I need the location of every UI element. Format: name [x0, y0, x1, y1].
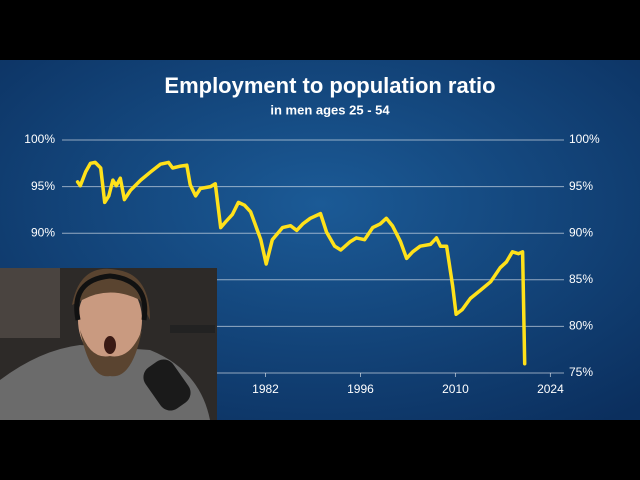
y2-tick-label: 85% — [569, 272, 593, 286]
webcam-microphone — [143, 359, 191, 411]
webcam-headphones — [74, 273, 148, 321]
webcam-wall — [0, 268, 60, 338]
y2-tick-label: 80% — [569, 319, 593, 333]
x-tick-label: 2024 — [537, 382, 564, 396]
y-tick-label: 100% — [24, 132, 55, 146]
webcam-mic-arm — [170, 325, 215, 333]
y-tick-label: 90% — [31, 225, 55, 239]
webcam-mouth — [104, 336, 116, 354]
x-tick-label: 2010 — [442, 382, 469, 396]
webcam-overlay — [0, 268, 217, 420]
chart-title: Employment to population ratio — [164, 73, 495, 98]
y2-tick-label: 90% — [569, 225, 593, 239]
y2-tick-label: 75% — [569, 365, 593, 379]
data-line — [75, 160, 527, 366]
y-tick-label: 95% — [31, 179, 55, 193]
x-tick-label: 1982 — [252, 382, 279, 396]
chart-subtitle: in men ages 25 - 54 — [270, 102, 390, 117]
y2-tick-label: 100% — [569, 132, 600, 146]
webcam-face — [78, 278, 142, 362]
x-tick-label: 1996 — [347, 382, 374, 396]
y2-tick-label: 95% — [569, 179, 593, 193]
webcam-beard — [80, 330, 142, 377]
